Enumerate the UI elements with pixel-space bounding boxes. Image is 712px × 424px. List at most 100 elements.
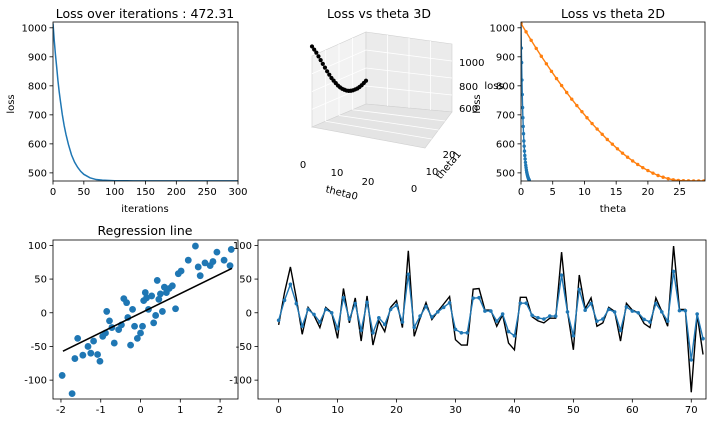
data-point <box>227 246 235 253</box>
y-tick-label: 800 <box>28 81 47 92</box>
trajectory-point <box>316 54 321 59</box>
curve-marker <box>686 179 691 181</box>
curve-marker <box>564 90 569 95</box>
grid-line <box>311 49 453 75</box>
curve-marker <box>651 171 655 175</box>
y-tick-label: 800 <box>496 81 515 92</box>
curve-marker <box>521 22 523 26</box>
data-point <box>137 329 144 337</box>
floor-pane <box>310 103 453 149</box>
predicted-point <box>471 296 475 300</box>
predicted-point <box>377 315 381 320</box>
data-point <box>129 305 136 313</box>
x-tick-label: 50 <box>567 405 580 416</box>
predicted-point <box>536 315 540 320</box>
predicted-point <box>500 312 505 316</box>
chart-title: Loss over iterations : 472.31 <box>56 6 234 21</box>
curve-marker <box>615 147 620 151</box>
predicted-point <box>589 301 593 306</box>
predicted-point <box>542 317 546 321</box>
curve-marker <box>521 105 525 110</box>
curve-marker <box>691 179 696 181</box>
data-point <box>58 372 66 379</box>
curve-marker <box>625 155 630 159</box>
data-point <box>110 339 118 347</box>
predicted-point <box>601 317 605 321</box>
curve-marker <box>522 139 526 143</box>
x-tick-label: 20 <box>390 405 403 416</box>
curve-marker <box>521 78 524 82</box>
z-axis-label: loss <box>484 81 503 92</box>
curve-marker <box>544 62 549 66</box>
curve-marker <box>620 151 625 155</box>
predicted-point <box>453 327 458 332</box>
predicted-point <box>701 336 705 341</box>
x-tick-label: -1 <box>96 405 106 416</box>
data-point <box>141 289 149 296</box>
y-tick-label: 500 <box>496 168 515 179</box>
axes-frame <box>257 239 707 400</box>
y-tick-label: 50 <box>239 275 252 286</box>
y-tick-label: 10 <box>426 167 439 178</box>
curve-marker <box>523 157 527 161</box>
x-tick-label: 15 <box>610 187 623 198</box>
y-tick-label: 600 <box>28 139 47 150</box>
predicted-point <box>683 308 688 313</box>
data-point <box>123 299 130 307</box>
predicted-point <box>394 303 399 308</box>
data-point <box>159 308 166 315</box>
data-point <box>127 341 134 349</box>
y-axis-label: loss <box>472 94 483 113</box>
predicted-point <box>329 310 334 315</box>
data-point <box>194 263 202 271</box>
x-tick-label: 5 <box>550 187 556 198</box>
predicted-point <box>654 301 658 306</box>
curve-marker <box>522 144 526 148</box>
data-point <box>106 317 113 325</box>
predicted-point <box>489 309 493 313</box>
predicted-point <box>659 310 664 314</box>
curve-marker <box>600 132 604 136</box>
data-point <box>71 355 79 362</box>
trajectory-point <box>318 58 323 63</box>
x-tick-label: 0 <box>518 187 524 198</box>
curve-marker <box>521 92 524 97</box>
x-tick-label: 300 <box>228 187 247 198</box>
data-point <box>87 349 95 357</box>
loss-over-iterations-chart: Loss over iterations : 472.31 iterations… <box>6 6 248 215</box>
x-tick-label: 20 <box>362 177 375 188</box>
predicted-point <box>300 324 305 328</box>
data-point <box>150 319 158 327</box>
curve-marker <box>681 179 686 181</box>
curve-marker <box>521 124 525 129</box>
curve-marker <box>585 116 589 120</box>
predicted-point <box>618 328 623 333</box>
curve-marker <box>539 54 543 58</box>
x-axis-label: iterations <box>121 204 168 215</box>
predicted-point <box>341 295 346 300</box>
data-point <box>79 351 87 359</box>
z-tick-label: 1000 <box>459 58 484 69</box>
predicted-point <box>630 309 635 313</box>
x-tick-label: 70 <box>685 405 698 416</box>
predicted-point <box>465 331 470 335</box>
predicted-point <box>665 319 670 323</box>
x-tick-label: 10 <box>331 168 344 179</box>
curve-marker <box>523 153 527 158</box>
curve-marker <box>646 168 650 173</box>
predicted-point <box>648 320 652 324</box>
predicted-point <box>459 331 464 335</box>
predicted-point <box>382 322 387 327</box>
x-tick-label: -2 <box>56 405 66 416</box>
predicted-point <box>418 314 422 318</box>
x-tick-label: 0 <box>300 160 306 171</box>
data-point <box>220 256 228 264</box>
data-point <box>74 334 82 342</box>
predicted-point <box>430 315 434 319</box>
curve-marker <box>595 127 599 131</box>
curve-marker <box>521 132 526 136</box>
data-point <box>157 290 164 298</box>
data-point <box>96 357 104 365</box>
grid-line <box>352 109 446 122</box>
predicted-point <box>595 319 599 323</box>
